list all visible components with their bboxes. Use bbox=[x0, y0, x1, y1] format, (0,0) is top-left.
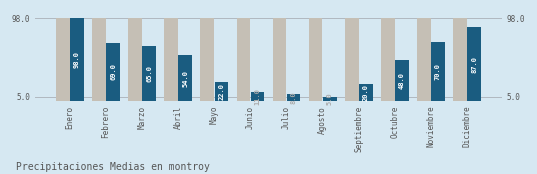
Text: 11.0: 11.0 bbox=[255, 88, 260, 105]
Bar bbox=[309, 18, 322, 101]
Text: 5.0: 5.0 bbox=[326, 92, 332, 105]
Bar bbox=[200, 18, 214, 101]
Bar bbox=[164, 18, 178, 101]
Bar bbox=[128, 18, 142, 101]
Bar bbox=[273, 18, 286, 101]
Bar bbox=[287, 94, 300, 101]
Text: 8.0: 8.0 bbox=[291, 91, 296, 104]
Bar bbox=[92, 18, 106, 101]
Text: Precipitaciones Medias en montroy: Precipitaciones Medias en montroy bbox=[16, 162, 210, 172]
Bar bbox=[70, 18, 84, 101]
Text: 65.0: 65.0 bbox=[146, 65, 153, 82]
Bar bbox=[323, 97, 337, 101]
Text: 98.0: 98.0 bbox=[74, 51, 80, 68]
Bar bbox=[453, 18, 467, 101]
Bar bbox=[237, 18, 250, 101]
Bar bbox=[381, 18, 395, 101]
Bar bbox=[106, 43, 120, 101]
Text: 22.0: 22.0 bbox=[219, 83, 224, 100]
Bar bbox=[359, 84, 373, 101]
Bar bbox=[345, 18, 359, 101]
Bar bbox=[178, 55, 192, 101]
Bar bbox=[56, 18, 70, 101]
Bar bbox=[467, 27, 481, 101]
Bar bbox=[142, 46, 156, 101]
Text: 69.0: 69.0 bbox=[110, 63, 116, 80]
Bar bbox=[431, 42, 445, 101]
Text: 48.0: 48.0 bbox=[399, 72, 405, 89]
Text: 70.0: 70.0 bbox=[435, 63, 441, 80]
Bar bbox=[251, 92, 264, 101]
Text: 54.0: 54.0 bbox=[183, 70, 188, 87]
Text: 87.0: 87.0 bbox=[471, 56, 477, 73]
Text: 20.0: 20.0 bbox=[363, 84, 369, 101]
Bar bbox=[395, 60, 409, 101]
Bar bbox=[417, 18, 431, 101]
Bar bbox=[215, 82, 228, 101]
